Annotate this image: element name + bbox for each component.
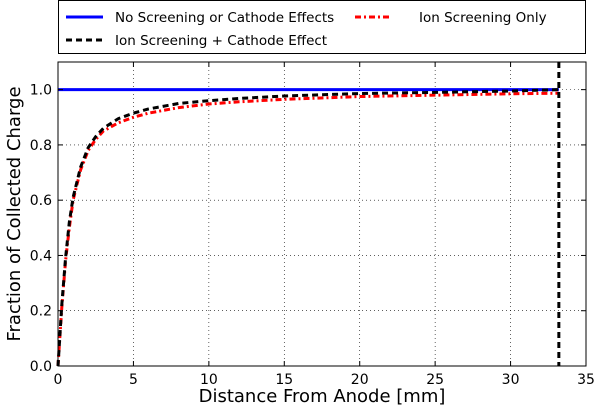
x-tick-label: 35 (577, 372, 595, 388)
x-axis-title: Distance From Anode [mm] (199, 386, 446, 407)
legend-label-no-screening: No Screening or Cathode Effects (115, 10, 334, 26)
series-cathode-effect-line (56, 88, 559, 367)
ticks: 0 5 10 15 20 25 30 35 0.0 0.2 0.4 0.6 0.8 1.0 (30, 62, 595, 388)
legend: No Screening or Cathode Effects Ion Scre… (58, 0, 586, 54)
x-tick-label: 0 (54, 372, 63, 388)
y-tick-label: 1.0 (30, 83, 52, 99)
legend-label-cathode: Ion Screening + Cathode Effect (115, 33, 327, 49)
legend-frame (58, 0, 586, 54)
x-tick-label: 15 (275, 372, 293, 388)
legend-label-ion-only: Ion Screening Only (419, 10, 547, 26)
plot-area: 0 5 10 15 20 25 30 35 0.0 0.2 0.4 0.6 0.8 1.0 (30, 61, 595, 388)
y-tick-label: 0.0 (30, 359, 52, 375)
y-tick-label: 0.2 (30, 304, 52, 320)
series-layer (56, 62, 561, 367)
series-ion-only-line (56, 91, 559, 367)
x-tick-label: 30 (502, 372, 520, 388)
y-tick-label: 0.6 (30, 193, 52, 209)
x-tick-label: 5 (129, 372, 138, 388)
plot-frame (57, 61, 587, 367)
grid (58, 62, 586, 366)
y-axis-title: Fraction of Collected Charge (4, 86, 25, 341)
x-tick-label: 20 (351, 372, 369, 388)
y-tick-label: 0.4 (30, 248, 52, 264)
y-tick-label: 0.8 (30, 138, 52, 154)
x-tick-label: 10 (200, 372, 218, 388)
x-tick-label: 25 (426, 372, 444, 388)
